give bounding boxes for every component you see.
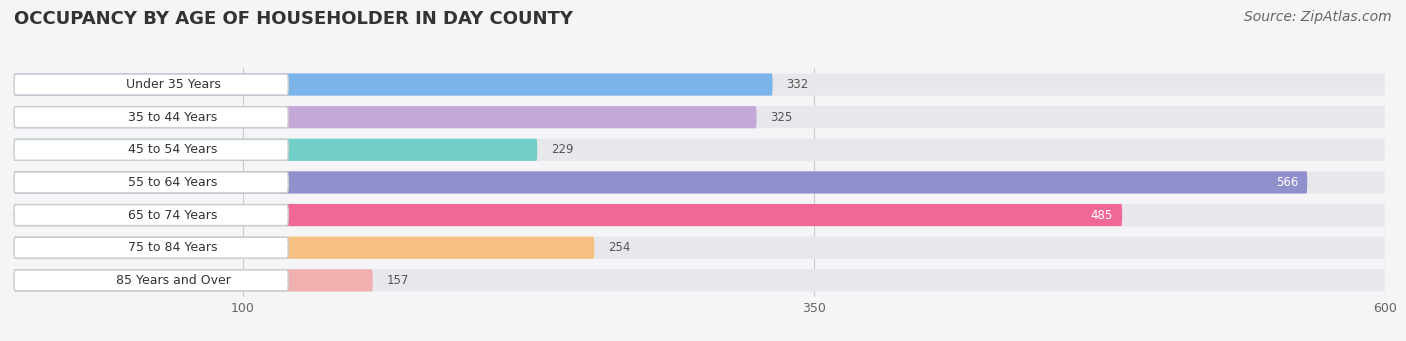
FancyBboxPatch shape [14, 205, 288, 225]
Text: 85 Years and Over: 85 Years and Over [115, 274, 231, 287]
FancyBboxPatch shape [14, 269, 373, 292]
Text: 229: 229 [551, 143, 574, 156]
Text: 75 to 84 Years: 75 to 84 Years [128, 241, 218, 254]
Text: Under 35 Years: Under 35 Years [125, 78, 221, 91]
FancyBboxPatch shape [14, 204, 1385, 226]
Text: 485: 485 [1091, 209, 1114, 222]
Text: 55 to 64 Years: 55 to 64 Years [128, 176, 218, 189]
FancyBboxPatch shape [14, 73, 773, 95]
FancyBboxPatch shape [14, 139, 288, 160]
FancyBboxPatch shape [14, 139, 537, 161]
FancyBboxPatch shape [14, 237, 288, 258]
FancyBboxPatch shape [14, 106, 1385, 128]
FancyBboxPatch shape [14, 171, 1308, 194]
Text: 157: 157 [387, 274, 409, 287]
FancyBboxPatch shape [14, 139, 1385, 161]
Text: 566: 566 [1275, 176, 1298, 189]
FancyBboxPatch shape [14, 107, 288, 128]
FancyBboxPatch shape [14, 172, 288, 193]
FancyBboxPatch shape [14, 269, 1385, 292]
Text: 332: 332 [786, 78, 808, 91]
Text: 45 to 54 Years: 45 to 54 Years [128, 143, 218, 156]
Text: 254: 254 [609, 241, 630, 254]
FancyBboxPatch shape [14, 270, 288, 291]
FancyBboxPatch shape [14, 204, 1122, 226]
Text: Source: ZipAtlas.com: Source: ZipAtlas.com [1244, 10, 1392, 24]
FancyBboxPatch shape [14, 171, 1385, 194]
FancyBboxPatch shape [14, 237, 595, 259]
FancyBboxPatch shape [14, 237, 1385, 259]
FancyBboxPatch shape [14, 74, 288, 95]
Text: 65 to 74 Years: 65 to 74 Years [128, 209, 218, 222]
Text: 35 to 44 Years: 35 to 44 Years [128, 111, 218, 124]
Text: OCCUPANCY BY AGE OF HOUSEHOLDER IN DAY COUNTY: OCCUPANCY BY AGE OF HOUSEHOLDER IN DAY C… [14, 10, 574, 28]
FancyBboxPatch shape [14, 73, 1385, 95]
FancyBboxPatch shape [14, 106, 756, 128]
Text: 325: 325 [770, 111, 793, 124]
